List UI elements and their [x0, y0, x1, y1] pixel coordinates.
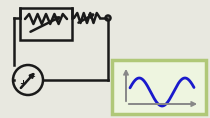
Text: −: − — [28, 72, 36, 82]
Bar — [20, 8, 72, 40]
Text: +: + — [20, 78, 26, 88]
FancyBboxPatch shape — [112, 60, 206, 114]
